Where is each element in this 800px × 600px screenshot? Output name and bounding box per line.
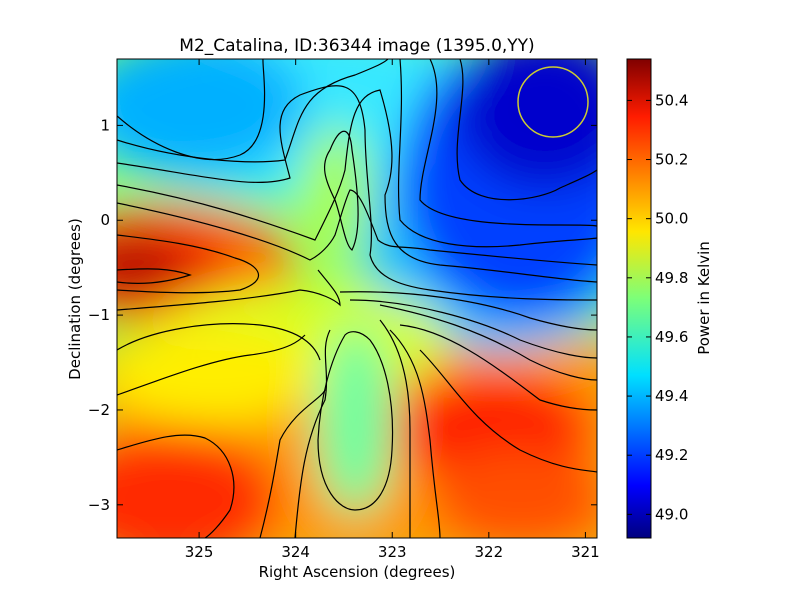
colorbar-tick-label: 49.6 xyxy=(655,328,688,346)
contour xyxy=(379,319,411,538)
heatmap xyxy=(117,59,597,538)
contour xyxy=(259,389,326,538)
contour xyxy=(117,234,260,294)
contour xyxy=(389,329,441,538)
colorbar-tick-label: 50.0 xyxy=(655,210,688,228)
contour xyxy=(317,331,394,511)
contour xyxy=(117,59,266,160)
y-axis: 1 0 −1 −2 −3 xyxy=(88,116,597,514)
contour xyxy=(117,85,597,301)
x-tick-label: 321 xyxy=(571,543,600,561)
x-axis-label: Right Ascension (degrees) xyxy=(259,563,456,581)
contour xyxy=(117,59,389,163)
contour xyxy=(419,349,597,473)
y-tick-label: 0 xyxy=(100,211,110,229)
y-tick-label: 1 xyxy=(100,116,110,134)
contour xyxy=(117,268,192,284)
x-tick-label: 322 xyxy=(475,543,504,561)
colorbar-ticks: 50.4 50.2 50.0 49.8 49.6 49.4 49.2 49.0 xyxy=(627,91,688,523)
y-tick-label: −1 xyxy=(88,306,110,324)
colorbar-tick-label: 50.2 xyxy=(655,151,688,169)
colorbar xyxy=(626,58,652,539)
contour xyxy=(117,434,235,538)
x-tick-label: 323 xyxy=(378,543,407,561)
contour xyxy=(117,334,306,396)
plot-frame xyxy=(116,58,598,539)
colorbar-tick-label: 49.0 xyxy=(655,505,688,523)
contour xyxy=(294,329,331,538)
colorbar-tick-label: 49.8 xyxy=(655,269,688,287)
y-axis-label: Declination (degrees) xyxy=(66,218,84,380)
contour xyxy=(397,59,597,248)
x-axis: 325 324 323 322 321 xyxy=(185,59,600,561)
colorbar-tick-label: 49.4 xyxy=(655,387,688,405)
chart-title: M2_Catalina, ID:36344 image (1395.0,YY) xyxy=(179,36,534,56)
blob-bottom-center-green xyxy=(315,325,395,515)
contour xyxy=(456,59,597,201)
blob-upper-left-blue xyxy=(117,59,305,175)
contour xyxy=(323,130,359,251)
colorbar-tick-label: 50.4 xyxy=(655,91,688,109)
contour xyxy=(117,323,321,361)
contour xyxy=(117,269,341,311)
blob-center-lightgreen xyxy=(300,125,370,265)
heatmap-blobs xyxy=(117,59,597,538)
contour xyxy=(419,59,597,227)
blob-bottom-left-red xyxy=(117,430,280,538)
blob-bottom-right-orange xyxy=(430,450,597,538)
contour-lines xyxy=(117,59,597,538)
contour xyxy=(339,291,597,331)
blob-mid-left-yellow xyxy=(117,325,320,425)
contour xyxy=(399,324,597,411)
colorbar-label: Power in Kelvin xyxy=(695,241,713,355)
x-tick-label: 325 xyxy=(185,543,214,561)
y-tick-label: −3 xyxy=(88,496,110,514)
blob-left-darkred xyxy=(117,246,182,286)
contour xyxy=(379,304,597,381)
colorbar-tick-label: 49.2 xyxy=(655,446,688,464)
beam-circle xyxy=(517,66,589,138)
contour xyxy=(117,89,597,283)
x-tick-label: 324 xyxy=(281,543,310,561)
contour xyxy=(117,189,597,266)
contour xyxy=(349,299,597,359)
y-tick-label: −2 xyxy=(88,401,110,419)
